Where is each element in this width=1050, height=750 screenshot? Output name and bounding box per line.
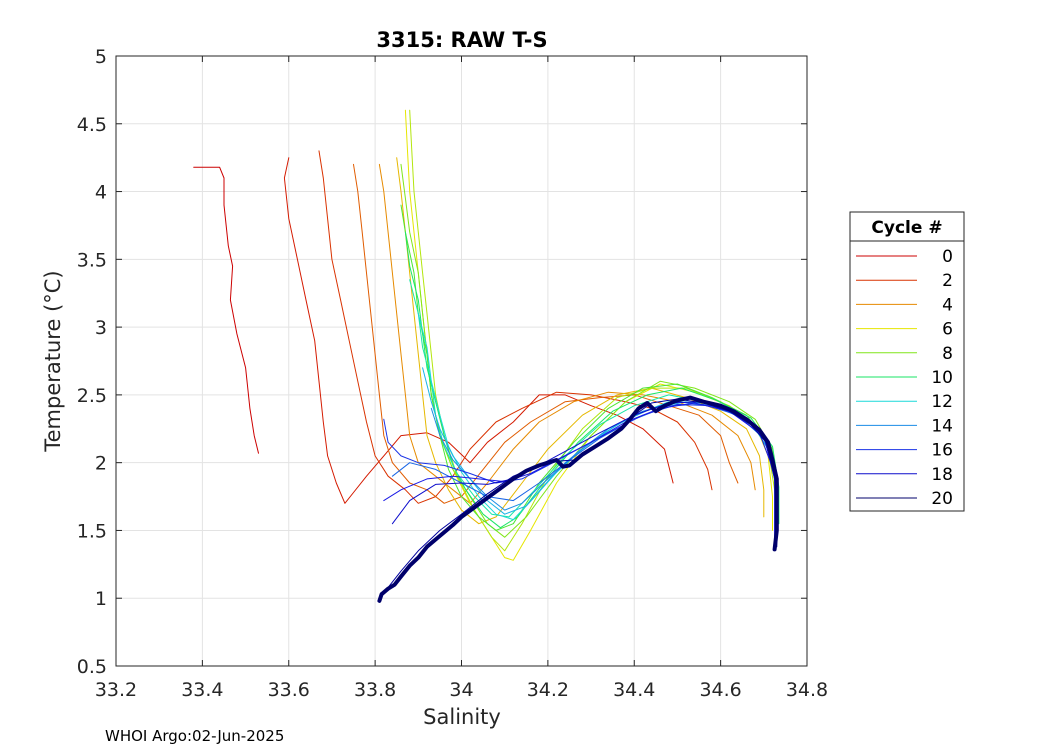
series-line-cycle-3 bbox=[353, 163, 739, 504]
legend-label-cycle-18: 18 bbox=[931, 465, 953, 485]
x-tick-label: 34.6 bbox=[699, 679, 741, 701]
legend-label-cycle-6: 6 bbox=[942, 320, 953, 340]
series-line-cycle-16 bbox=[383, 403, 778, 531]
series-line-cycle-20 bbox=[377, 395, 779, 603]
x-tick-label: 33.6 bbox=[268, 679, 310, 701]
footer-stamp: WHOI Argo:02-Jun-2025 bbox=[105, 727, 284, 745]
x-tick-label: 33.8 bbox=[354, 679, 396, 701]
series-line-cycle-18 bbox=[391, 401, 776, 538]
chart-title: 3315: RAW T-S bbox=[376, 28, 547, 52]
y-tick-label: 3 bbox=[95, 317, 107, 339]
legend-label-cycle-12: 12 bbox=[931, 392, 953, 412]
x-tick-label: 34 bbox=[449, 679, 473, 701]
y-tick-label: 3.5 bbox=[77, 249, 107, 271]
y-tick-label: 0.5 bbox=[77, 656, 107, 678]
y-axis-label: Temperature (°C) bbox=[41, 270, 65, 452]
grid-lines bbox=[115, 55, 808, 667]
series-line-cycle-6 bbox=[404, 109, 773, 561]
x-tick-label: 34.8 bbox=[786, 679, 828, 701]
legend-label-cycle-2: 2 bbox=[942, 271, 953, 291]
y-tick-label: 1.5 bbox=[77, 520, 107, 542]
legend-label-cycle-14: 14 bbox=[931, 416, 953, 436]
y-axis: 0.5 1 1.5 2 2.5 3 3.5 4 4.5 5 bbox=[77, 46, 807, 678]
series-line-cycle-1 bbox=[283, 157, 674, 504]
legend: Cycle # 0 2 4 6 8 10 12 14 16 18 20 bbox=[849, 211, 965, 512]
legend-label-cycle-20: 20 bbox=[931, 489, 953, 509]
legend-label-cycle-16: 16 bbox=[931, 441, 953, 461]
legend-label-cycle-8: 8 bbox=[942, 344, 953, 364]
legend-box bbox=[849, 211, 965, 512]
legend-label-cycle-4: 4 bbox=[942, 295, 953, 315]
legend-title: Cycle # bbox=[871, 218, 942, 238]
x-tick-label: 34.4 bbox=[613, 679, 655, 701]
series-line-cycle-17 bbox=[383, 402, 778, 531]
x-tick-label: 33.4 bbox=[181, 679, 223, 701]
series-line-cycle-8 bbox=[400, 163, 778, 538]
series-line-cycle-0 bbox=[193, 166, 259, 454]
series-layer bbox=[193, 109, 780, 603]
y-tick-label: 1 bbox=[95, 588, 107, 610]
y-tick-label: 2.5 bbox=[77, 385, 107, 407]
legend-label-cycle-10: 10 bbox=[931, 368, 953, 388]
series-line-cycle-15 bbox=[391, 403, 778, 525]
y-tick-label: 4.5 bbox=[77, 114, 107, 136]
x-tick-label: 34.2 bbox=[527, 679, 569, 701]
series-line-cycle-5 bbox=[396, 157, 765, 525]
x-axis-label: Salinity bbox=[423, 705, 501, 729]
y-tick-label: 4 bbox=[95, 182, 107, 204]
legend-entries: 0 2 4 6 8 10 12 14 16 18 20 bbox=[856, 247, 953, 509]
y-tick-label: 2 bbox=[95, 453, 107, 475]
legend-label-cycle-0: 0 bbox=[942, 247, 953, 267]
series-line-cycle-4 bbox=[378, 163, 756, 504]
x-tick-label: 33.2 bbox=[95, 679, 137, 701]
x-axis: 33.2 33.4 33.6 33.8 34 34.2 34.4 34.6 34.8 bbox=[95, 56, 828, 701]
y-tick-label: 5 bbox=[95, 46, 107, 68]
